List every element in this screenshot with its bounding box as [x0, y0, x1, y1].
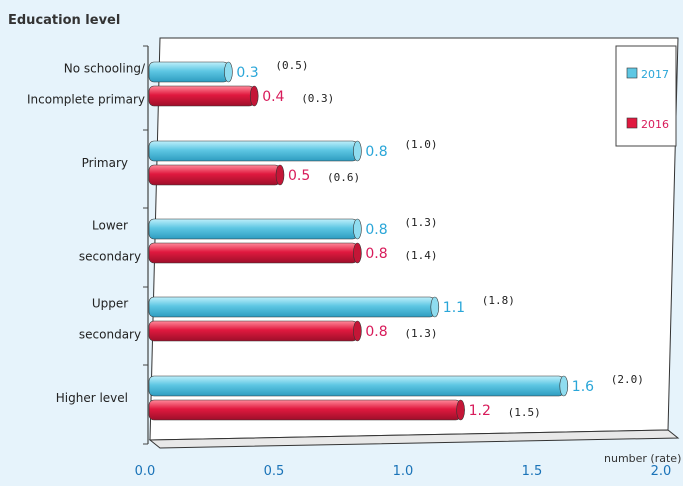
x-axis-label: number (rate) [604, 452, 681, 465]
x-tick-label-3: 1.5 [522, 464, 543, 479]
value-label-2017-3: 1.1 [443, 300, 465, 316]
x-tick-labels: 0.0 0.5 1.0 1.5 2.0 [135, 464, 672, 479]
bars-group: 0.3 (0.5) 0.8 (1.0) 0.8 (1.3) 1.1 (1.8) 1.6 (2.0)… [143, 45, 644, 445]
value-label-2016-0: 0.4 [262, 89, 284, 105]
bar-cap-2017-4 [559, 375, 569, 397]
value-label-2016-4: 1.2 [469, 403, 491, 419]
legend-swatch-2016 [626, 117, 638, 129]
value-label-2017-1: 0.8 [365, 144, 387, 160]
legend-label-2017: 2017 [641, 68, 669, 81]
x-tick-label-4: 2.0 [651, 464, 672, 479]
category-label-2-0: Lower [92, 219, 128, 233]
bar-2016-4 [148, 399, 461, 421]
plot-floor [148, 429, 680, 449]
bar-2016-3 [148, 320, 358, 342]
rate-label-2017-0: (0.5) [275, 59, 308, 72]
category-label-0-1: Incomplete primary [27, 93, 145, 107]
value-label-2017-0: 0.3 [236, 65, 258, 81]
rate-label-2016-3: (1.3) [404, 327, 437, 340]
bar-2016-0 [148, 85, 255, 107]
rate-label-2017-1: (1.0) [404, 138, 437, 151]
value-label-2017-4: 1.6 [572, 379, 594, 395]
bar-2017-1 [148, 140, 358, 162]
rate-label-2016-1: (0.6) [327, 171, 360, 184]
rate-label-2017-4: (2.0) [611, 373, 644, 386]
chart-title: Education level [8, 13, 120, 28]
category-label-3-0: Upper [92, 297, 128, 311]
bar-2016-1 [148, 164, 281, 186]
bar-cap-2017-1 [353, 140, 362, 162]
rate-label-2017-3: (1.8) [482, 294, 515, 307]
rate-label-2016-2: (1.4) [404, 249, 437, 262]
bar-2017-2 [148, 218, 358, 240]
category-label-2-1: secondary [79, 250, 141, 264]
category-label-3-1: secondary [79, 328, 141, 342]
bar-cap-2017-2 [353, 218, 362, 240]
bar-2016-2 [148, 242, 358, 264]
rate-label-2016-4: (1.5) [508, 406, 541, 419]
bar-cap-2016-3 [353, 320, 362, 342]
value-label-2016-1: 0.5 [288, 168, 310, 184]
bar-2017-0 [148, 61, 229, 83]
category-label-4-0: Higher level [56, 391, 128, 405]
bar-cap-2017-3 [430, 296, 440, 318]
x-tick-label-1: 0.5 [264, 464, 285, 479]
x-tick-label-0: 0.0 [135, 464, 156, 479]
rate-label-2016-0: (0.3) [301, 92, 334, 105]
value-label-2016-3: 0.8 [365, 324, 387, 340]
bar-cap-2016-2 [353, 242, 362, 264]
bar-cap-2016-1 [275, 164, 285, 186]
bar-2017-4 [148, 375, 565, 397]
rate-label-2017-2: (1.3) [404, 216, 437, 229]
category-label-1-0: Primary [82, 156, 128, 170]
value-label-2017-2: 0.8 [365, 222, 387, 238]
bar-2017-3 [148, 296, 436, 318]
category-label-0-0: No schooling/ [64, 62, 146, 76]
x-tick-label-2: 1.0 [393, 464, 414, 479]
value-label-2016-2: 0.8 [365, 246, 387, 262]
legend-swatch-2017 [626, 67, 638, 79]
bar-cap-2016-0 [249, 85, 259, 107]
bar-cap-2016-4 [456, 399, 465, 421]
legend: 2017 2016 [615, 45, 677, 147]
bar-cap-2017-0 [224, 61, 233, 83]
legend-label-2016: 2016 [641, 118, 669, 131]
legend-box [615, 45, 677, 147]
category-labels: No schooling/Incomplete primary Primary Lo… [27, 62, 146, 406]
